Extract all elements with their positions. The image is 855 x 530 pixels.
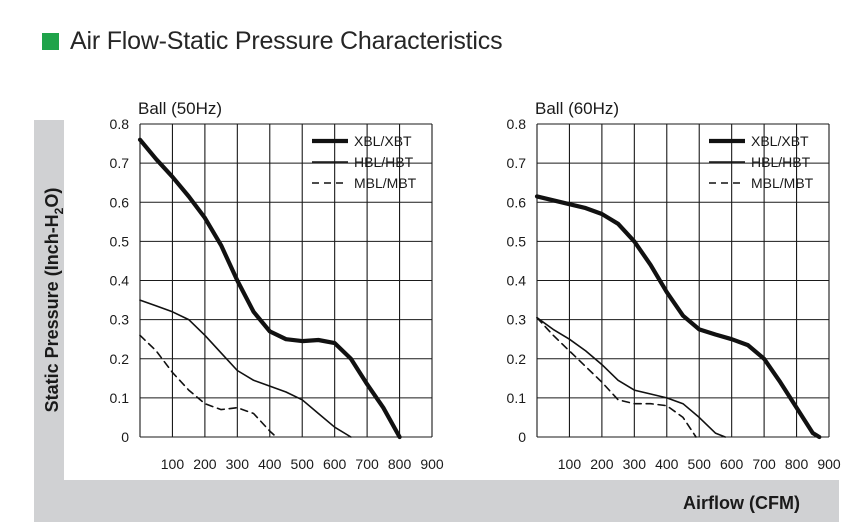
y-tick-label: 0.5 — [507, 233, 527, 249]
chart-60hz: Ball (60Hz) 0 0.1 0.2 0.3 0.4 0.5 0.6 0.7 0.8 100 2… — [507, 99, 841, 472]
y-tick-label: 0.8 — [507, 116, 527, 132]
y-axis-label: Static Pressure (Inch-H2O) — [42, 188, 66, 413]
y-tick-label: 0.3 — [110, 312, 130, 328]
y-tick-label: 0.7 — [507, 155, 527, 171]
chart-legend: XBL/XBT HBL/HBT MBL/MBT — [709, 133, 814, 191]
x-tick-label: 700 — [355, 456, 379, 472]
section-heading: Air Flow-Static Pressure Characteristics — [42, 26, 503, 56]
x-tick-label: 200 — [193, 456, 217, 472]
y-tick-label: 0.2 — [507, 351, 527, 367]
series-line-xbl-xbt — [534, 194, 822, 440]
chart-title: Ball (50Hz) — [138, 99, 222, 118]
y-axis-label-main: Static Pressure (Inch-H — [42, 214, 62, 412]
y-axis-band — [34, 120, 64, 522]
x-tick-label: 500 — [688, 456, 712, 472]
y-tick-label: 0.4 — [507, 273, 527, 289]
y-axis-label-subscript: 2 — [52, 207, 66, 214]
chart-50hz: Ball (50Hz) 0 0.1 0.2 0.3 0.4 0.5 0.6 0.7 0.8 100 2… — [110, 99, 444, 472]
legend-label: HBL/HBT — [354, 154, 414, 170]
legend-label: XBL/XBT — [354, 133, 412, 149]
y-tick-label: 0 — [518, 429, 526, 445]
x-tick-label: 300 — [623, 456, 647, 472]
green-square-icon — [42, 32, 59, 50]
x-tick-label: 800 — [785, 456, 809, 472]
legend-label: MBL/MBT — [751, 175, 814, 191]
series-line-mbl-mbt — [139, 334, 278, 438]
y-tick-label: 0.8 — [110, 116, 130, 132]
legend-label: MBL/MBT — [354, 175, 417, 191]
y-tick-label: 0.3 — [507, 312, 527, 328]
y-tick-label: 0.1 — [507, 390, 527, 406]
x-tick-label: 800 — [388, 456, 412, 472]
chart-legend: XBL/XBT HBL/HBT MBL/MBT — [312, 133, 417, 191]
x-tick-label: 200 — [590, 456, 614, 472]
x-tick-label: 400 — [655, 456, 679, 472]
chart-title: Ball (60Hz) — [535, 99, 619, 118]
y-tick-label: 0.7 — [110, 155, 130, 171]
series-line-mbl-mbt — [536, 316, 697, 438]
x-tick-label: 900 — [420, 456, 444, 472]
y-tick-label: 0 — [121, 429, 129, 445]
x-tick-label: 600 — [720, 456, 744, 472]
x-tick-label: 100 — [558, 456, 582, 472]
y-tick-label: 0.6 — [507, 194, 527, 210]
y-axis-label-end: O) — [42, 188, 62, 208]
y-tick-label: 0.5 — [110, 233, 130, 249]
legend-label: HBL/HBT — [751, 154, 811, 170]
y-tick-label: 0.1 — [110, 390, 130, 406]
page-title: Air Flow-Static Pressure Characteristics — [70, 26, 503, 55]
x-tick-label: 700 — [752, 456, 776, 472]
x-axis-band — [34, 480, 839, 522]
legend-label: XBL/XBT — [751, 133, 809, 149]
x-tick-label: 900 — [817, 456, 841, 472]
series-line-hbl-hbt — [536, 316, 726, 438]
x-axis-label: Airflow (CFM) — [683, 493, 800, 513]
y-tick-label: 0.6 — [110, 194, 130, 210]
x-tick-label: 600 — [323, 456, 347, 472]
y-tick-label: 0.4 — [110, 273, 130, 289]
x-tick-label: 400 — [258, 456, 282, 472]
series-line-xbl-xbt — [137, 137, 402, 440]
x-tick-label: 300 — [226, 456, 250, 472]
y-tick-label: 0.2 — [110, 351, 130, 367]
series-line-hbl-hbt — [139, 299, 352, 438]
x-tick-label: 100 — [161, 456, 185, 472]
x-tick-label: 500 — [291, 456, 315, 472]
